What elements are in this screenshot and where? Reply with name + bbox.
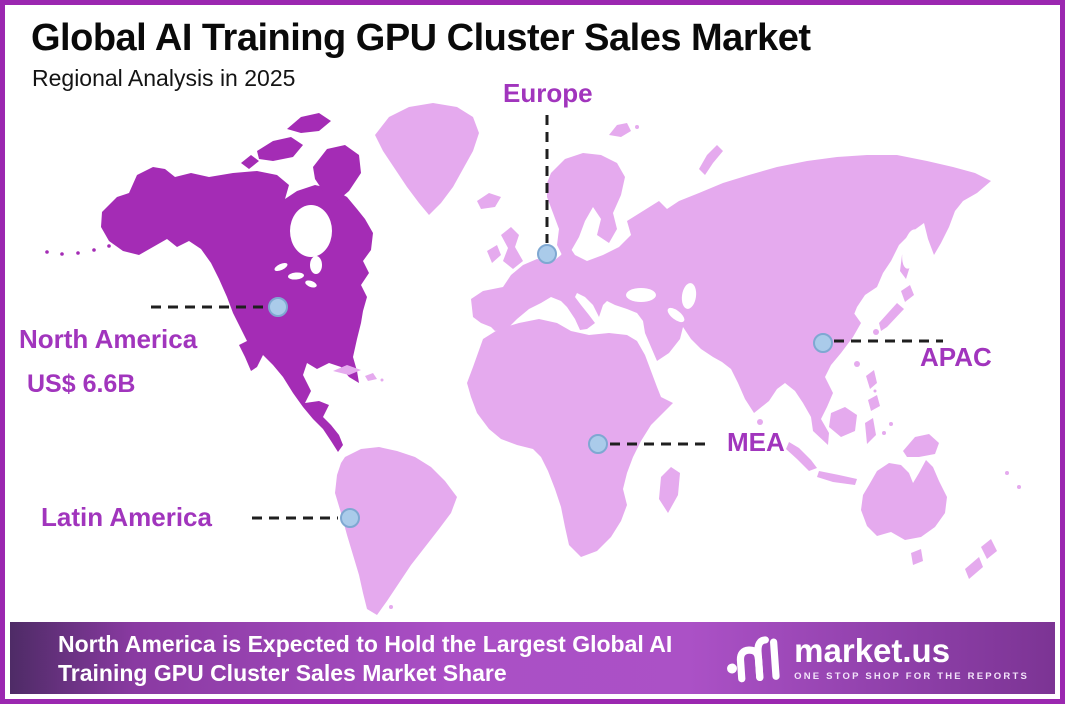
svalbard-islet: [635, 125, 639, 129]
tasmania: [911, 549, 923, 565]
footer-note-line1: North America is Expected to Hold the La…: [58, 631, 673, 657]
base-regions: [333, 103, 1021, 615]
taiwan: [854, 361, 860, 367]
iceland: [477, 193, 501, 209]
latin-america-marker: [340, 508, 360, 528]
brand-logo: market.us ONE STOP SHOP FOR THE REPORTS: [725, 632, 1029, 684]
philippines-islet: [873, 389, 877, 393]
europe-marker: [537, 244, 557, 264]
brand-name: market.us: [794, 632, 951, 669]
hispaniola: [365, 373, 377, 381]
region-markers: [268, 244, 833, 528]
aleutian-island: [60, 252, 64, 256]
new-zealand-north: [981, 539, 997, 559]
great-lake: [274, 262, 288, 272]
sulawesi: [865, 418, 876, 444]
aleutian-island: [92, 248, 96, 252]
novaya-zemlya: [699, 145, 723, 175]
madagascar: [659, 467, 680, 513]
scandinavia: [547, 153, 625, 257]
caribbean-island: [380, 378, 384, 382]
footer-note: North America is Expected to Hold the La…: [58, 630, 672, 688]
north-america-value: US$ 6.6B: [27, 370, 136, 398]
great-lake: [305, 280, 317, 288]
borneo: [829, 407, 857, 437]
caspian-sea: [681, 283, 697, 309]
james-bay: [310, 256, 322, 274]
market-us-logo-icon: [727, 636, 780, 683]
moluccas-islet: [889, 422, 893, 426]
philippines-mindanao: [868, 395, 880, 411]
aleutian-island: [76, 251, 80, 255]
brand-tagline: ONE STOP SHOP FOR THE REPORTS: [794, 671, 1029, 682]
footer-banner: North America is Expected to Hold the La…: [10, 622, 1055, 694]
sri-lanka: [757, 419, 763, 425]
apac-label: APAC: [920, 342, 992, 372]
black-sea: [626, 288, 656, 302]
greenland: [375, 103, 479, 215]
page-subtitle: Regional Analysis in 2025: [32, 65, 296, 91]
footer-note-line2: Training GPU Cluster Sales Market Share: [58, 660, 507, 686]
africa: [467, 319, 673, 557]
water-carves: [274, 205, 920, 323]
new-zealand-south: [965, 557, 983, 579]
north-america-mainland: [101, 167, 373, 452]
page-title: Global AI Training GPU Cluster Sales Mar…: [31, 17, 811, 59]
ireland: [487, 245, 501, 263]
latin-america-label: Latin America: [41, 502, 212, 532]
leader-lines: [151, 115, 943, 520]
japan-kyushu: [873, 329, 879, 335]
hudson-bay: [290, 205, 332, 257]
australia: [861, 460, 947, 540]
arctic-islands: [241, 113, 361, 203]
new-guinea: [903, 434, 939, 457]
south-america: [335, 447, 457, 615]
sumatra: [786, 442, 817, 471]
north-america-label: North America: [19, 324, 198, 354]
svalbard: [609, 123, 631, 137]
aleutian-island: [45, 250, 49, 254]
europe-label: Europe: [503, 78, 593, 108]
world-map: [45, 103, 1021, 615]
mea-marker: [588, 434, 608, 454]
cuba: [333, 365, 361, 375]
philippines-luzon: [866, 370, 877, 389]
brand-text: market.us ONE STOP SHOP FOR THE REPORTS: [794, 634, 1029, 682]
great-lake: [288, 272, 304, 280]
sea-of-okhotsk: [902, 229, 920, 269]
japan-honshu: [879, 303, 904, 331]
pacific-islet: [1005, 471, 1009, 475]
falkland-islands: [389, 605, 393, 609]
japan-hokkaido: [901, 285, 914, 302]
mea-label: MEA: [727, 427, 785, 457]
pacific-islet: [1017, 485, 1021, 489]
north-america-marker: [268, 297, 288, 317]
apac-marker: [813, 333, 833, 353]
aleutian-island: [107, 244, 111, 248]
java: [817, 471, 857, 485]
moluccas-islet: [882, 431, 886, 435]
eurasia: [471, 155, 991, 445]
great-britain: [501, 227, 523, 269]
persian-gulf: [667, 307, 685, 323]
region-north-america: [45, 113, 373, 452]
